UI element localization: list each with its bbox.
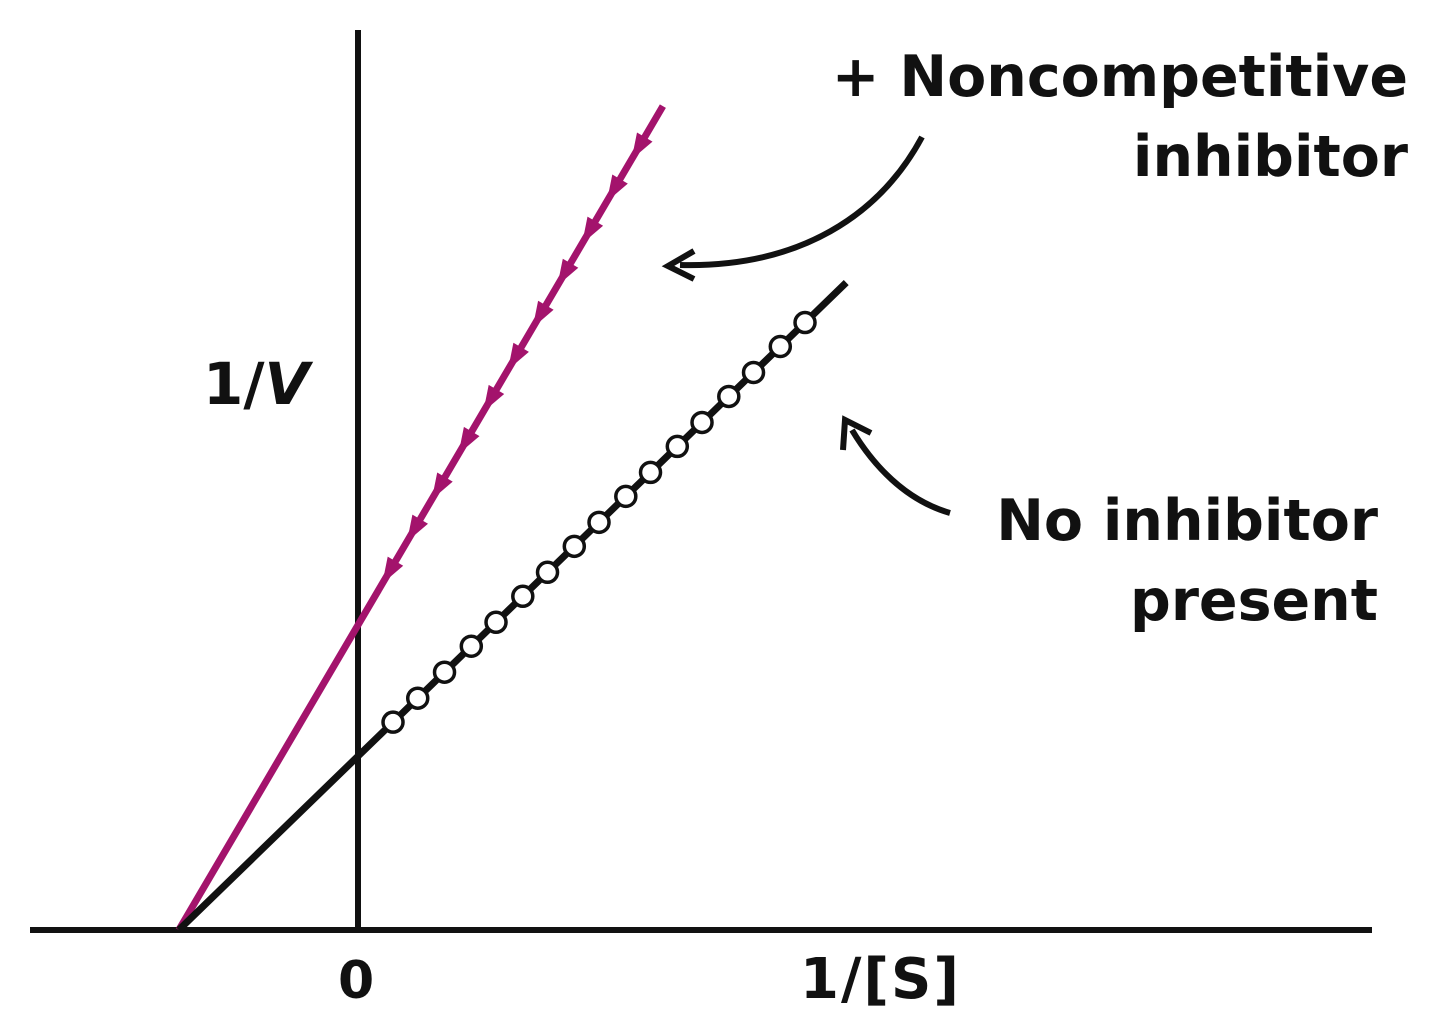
no-inhibitor-data-point-12 [665, 434, 690, 459]
inhibitor-annotation-line1: + Noncompetitive [831, 44, 1408, 110]
inhibitor-data-point-6 [508, 342, 529, 370]
no-inhibitor-data-point-6 [511, 584, 535, 609]
inhibitor-data-point-3 [431, 472, 453, 500]
no-inhibitor-data-point-7 [535, 560, 560, 585]
inhibitor-data-point-10 [606, 174, 628, 202]
no-inhibitor-callout-arrowhead [840, 415, 873, 451]
no-inhibitor-data-point-5 [484, 610, 508, 635]
no-inhibitor-annotation: No inhibitor present [996, 482, 1378, 642]
no-inhibitor-annotation-line1: No inhibitor [996, 488, 1378, 554]
x-tick-label-zero: 0 [338, 951, 375, 1011]
y-axis-label: 1/V [203, 355, 309, 413]
inhibitor-data-point-11 [631, 132, 653, 160]
inhibitor-data-point-9 [582, 216, 604, 244]
inhibitor-annotation: + Noncompetitive inhibitor [832, 38, 1408, 198]
no-inhibitor-data-point-16 [768, 334, 793, 359]
no-inhibitor-annotation-line2: present [1130, 567, 1378, 634]
no-inhibitor-callout-arrow [849, 428, 951, 516]
inhibitor-data-point-1 [382, 556, 404, 584]
no-inhibitor-data-point-1 [381, 710, 405, 734]
series-layer [175, 104, 849, 933]
x-axis-label: 1/[S] [800, 947, 961, 1012]
no-inhibitor-data-point-10 [614, 484, 638, 509]
inhibitor-annotation-line2: inhibitor [1132, 123, 1408, 190]
no-inhibitor-data-point-2 [405, 686, 430, 710]
inhibitor-data-point-2 [407, 514, 428, 542]
inhibitor-data-point-5 [483, 384, 505, 412]
no-inhibitor-data-point-8 [562, 534, 587, 559]
y-axis-label-main: 1/ [203, 350, 265, 418]
no-inhibitor-data-point-15 [741, 360, 766, 385]
no-inhibitor-data-point-14 [717, 384, 741, 409]
inhibitor-callout-arrow [679, 135, 925, 269]
inhibitor-data-point-7 [532, 300, 554, 328]
inhibitor-callout-arrowhead [661, 248, 696, 282]
inhibitor-data-point-4 [458, 426, 480, 454]
no-inhibitor-data-point-17 [793, 310, 817, 335]
no-inhibitor-data-point-13 [690, 410, 714, 435]
y-axis-label-variable: V [264, 350, 310, 418]
no-inhibitor-data-point-3 [432, 660, 457, 684]
inhibitor-data-point-8 [557, 258, 579, 286]
no-inhibitor-data-point-4 [459, 634, 484, 658]
no-inhibitor-data-point-9 [587, 510, 611, 535]
no-inhibitor-data-point-11 [638, 460, 663, 485]
